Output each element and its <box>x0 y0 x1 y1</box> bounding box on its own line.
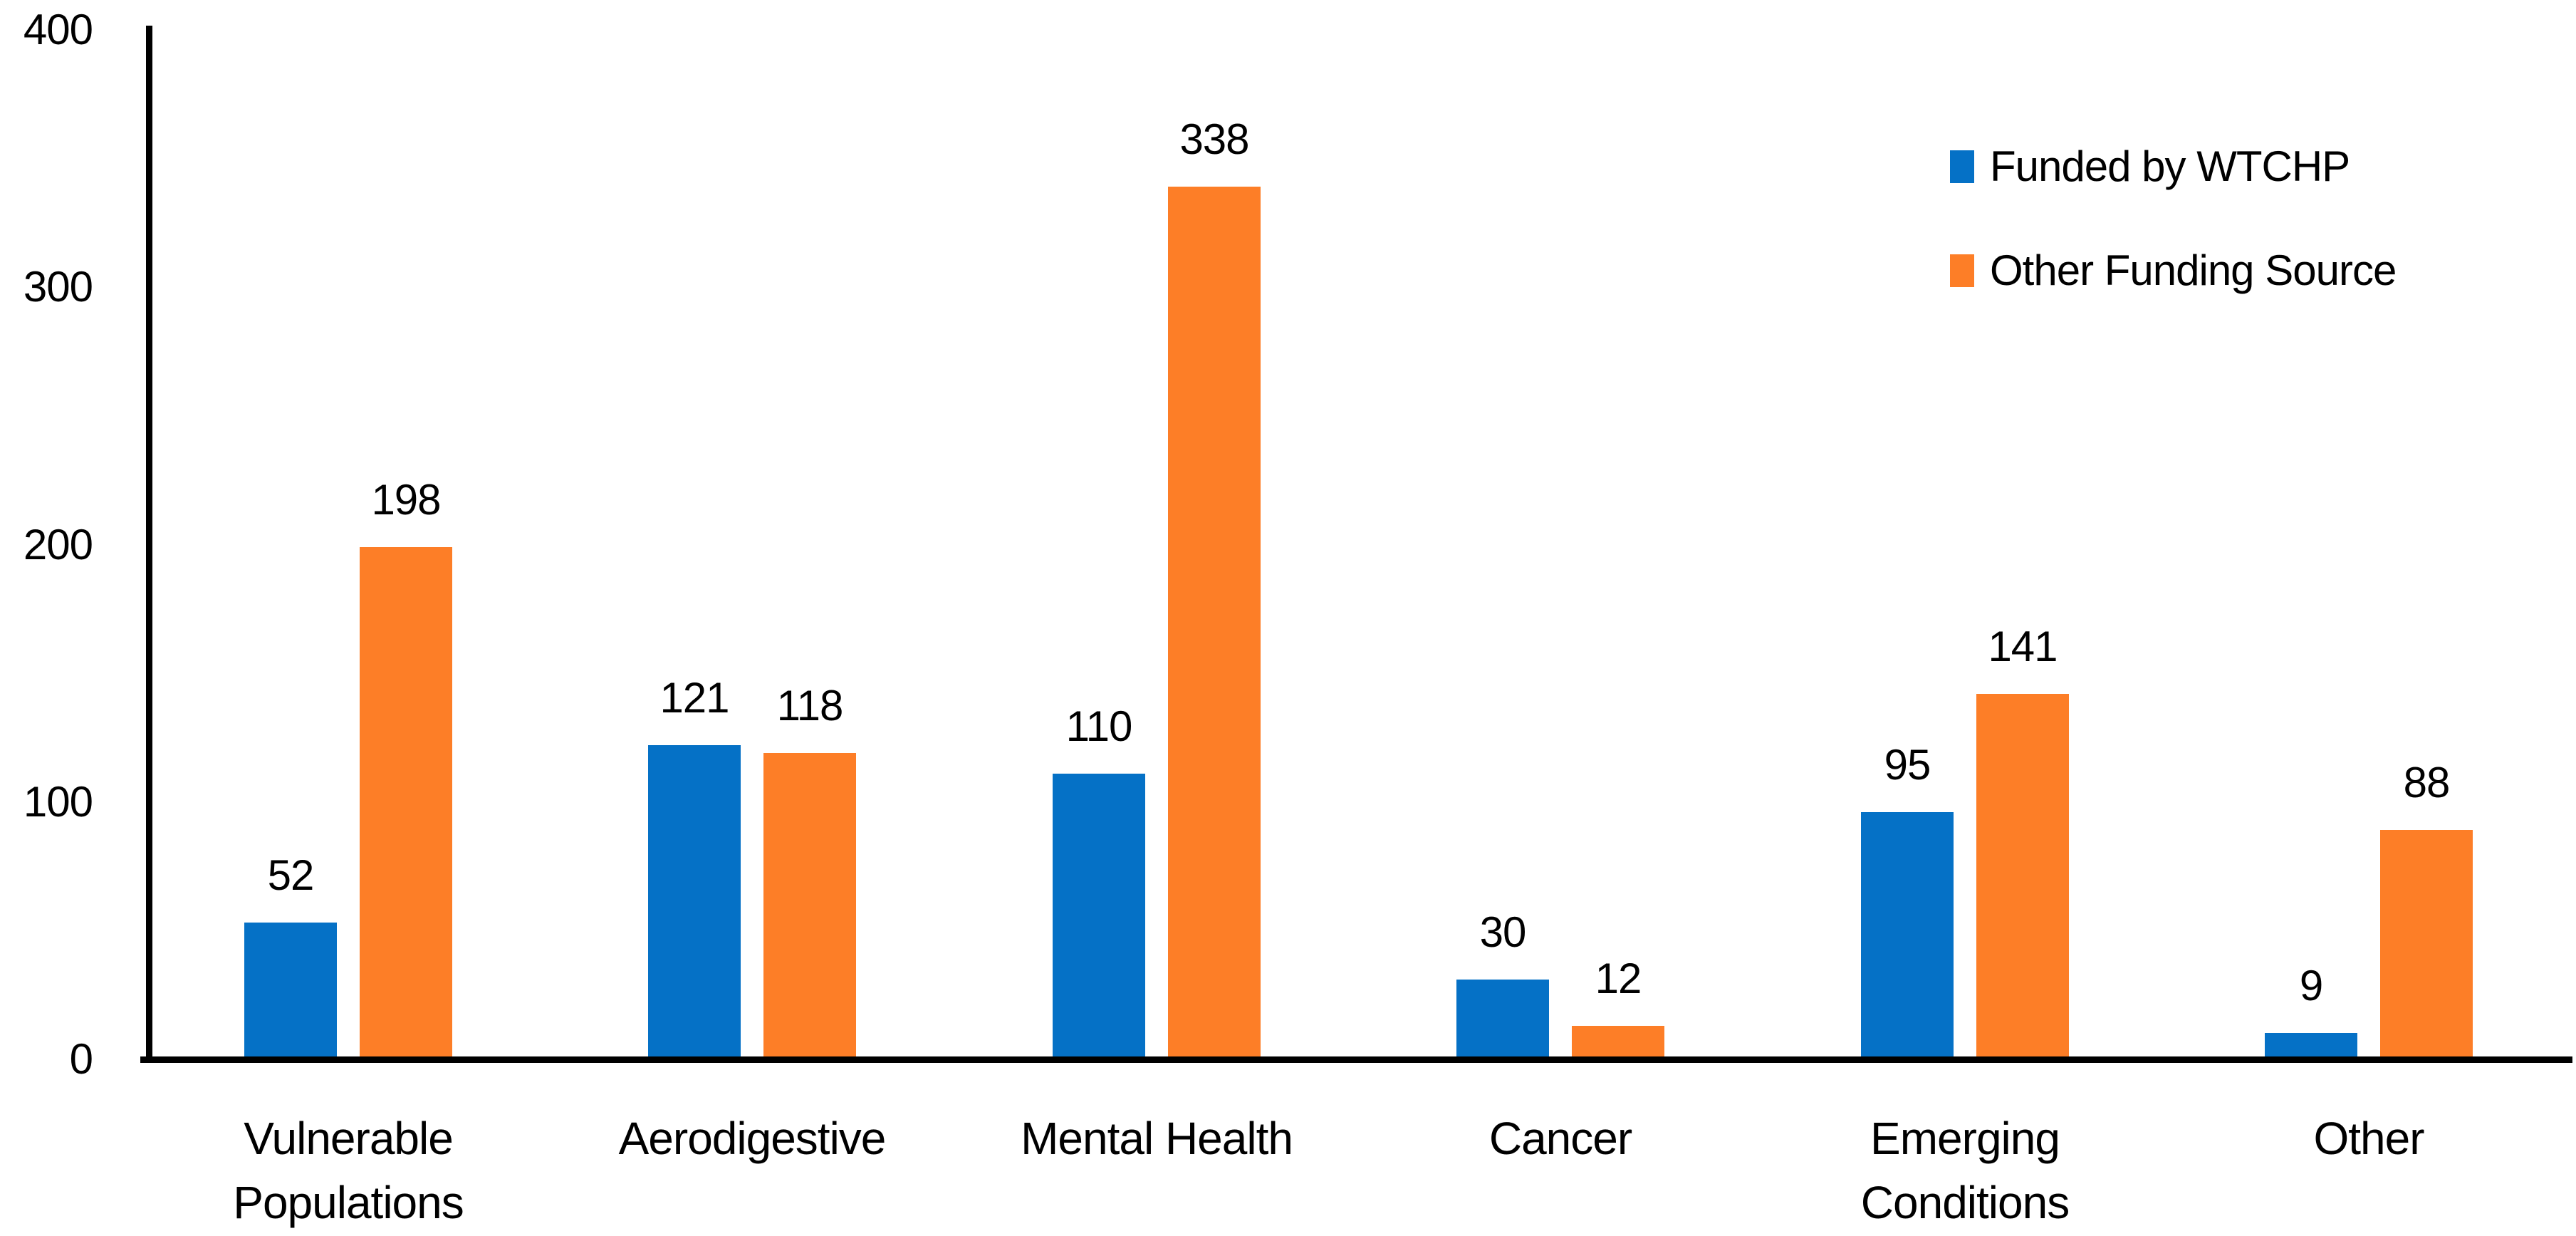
bar-funded-by-wtchp-emerging-conditions <box>1861 812 1954 1056</box>
bar-other-funding-source-mental-health <box>1168 187 1261 1056</box>
legend-swatch-funded-by-wtchp <box>1950 150 1974 183</box>
legend-item-funded-by-wtchp: Funded by WTCHP <box>1950 145 2396 189</box>
bar-other-funding-source-aerodigestive <box>763 753 856 1056</box>
y-tick-400: 400 <box>23 6 93 53</box>
legend-label-funded-by-wtchp: Funded by WTCHP <box>1990 142 2350 190</box>
bar-other-funding-source-vulnerable-populations <box>360 547 452 1056</box>
x-label-other: Other <box>2313 1113 2424 1164</box>
legend-label-other-funding-source: Other Funding Source <box>1990 246 2397 294</box>
bar-other-funding-source-emerging-conditions <box>1976 694 2069 1056</box>
value-label-funded-by-wtchp-mental-health: 110 <box>1065 702 1133 750</box>
legend-swatch-other-funding-source <box>1950 254 1974 287</box>
value-label-other-funding-source-mental-health: 338 <box>1179 115 1249 163</box>
y-tick-200: 200 <box>23 520 93 568</box>
value-label-funded-by-wtchp-cancer: 30 <box>1479 908 1527 956</box>
value-label-funded-by-wtchp-aerodigestive: 121 <box>659 674 729 722</box>
y-tick-100: 100 <box>23 777 93 826</box>
y-axis-line <box>146 26 152 1063</box>
legend-item-other-funding-source: Other Funding Source <box>1950 246 2397 294</box>
legend: Funded by WTCHP Other Funding Source <box>1950 145 2397 353</box>
bar-other-funding-source-cancer <box>1572 1026 1664 1056</box>
y-tick-300: 300 <box>23 263 93 311</box>
bar-funded-by-wtchp-other <box>2265 1033 2357 1056</box>
x-label-cancer: Cancer <box>1488 1113 1632 1164</box>
bar-other-funding-source-other <box>2380 830 2473 1056</box>
x-label-emerging-conditions: Emerging Conditions <box>1860 1113 2070 1228</box>
value-label-other-funding-source-aerodigestive: 118 <box>776 682 844 729</box>
bar-funded-by-wtchp-aerodigestive <box>648 745 741 1056</box>
value-label-funded-by-wtchp-emerging-conditions: 95 <box>1884 741 1931 789</box>
bar-funded-by-wtchp-vulnerable-populations <box>244 923 337 1056</box>
x-label-mental-health: Mental Health <box>1021 1113 1293 1164</box>
x-axis-line <box>140 1056 2572 1063</box>
x-label-vulnerable-populations: Vulnerable Populations <box>233 1113 464 1228</box>
bar-funded-by-wtchp-cancer <box>1456 980 1549 1056</box>
value-label-other-funding-source-emerging-conditions: 141 <box>1988 623 2058 670</box>
value-label-other-funding-source-cancer: 12 <box>1595 955 1642 1002</box>
bar-funded-by-wtchp-mental-health <box>1053 774 1145 1056</box>
value-label-other-funding-source-other: 88 <box>2403 759 2451 806</box>
y-tick-0: 0 <box>69 1035 93 1083</box>
x-label-aerodigestive: Aerodigestive <box>618 1113 887 1164</box>
value-label-funded-by-wtchp-vulnerable-populations: 52 <box>267 851 315 899</box>
value-label-funded-by-wtchp-other: 9 <box>2299 962 2323 1009</box>
value-label-other-funding-source-vulnerable-populations: 198 <box>371 476 441 524</box>
